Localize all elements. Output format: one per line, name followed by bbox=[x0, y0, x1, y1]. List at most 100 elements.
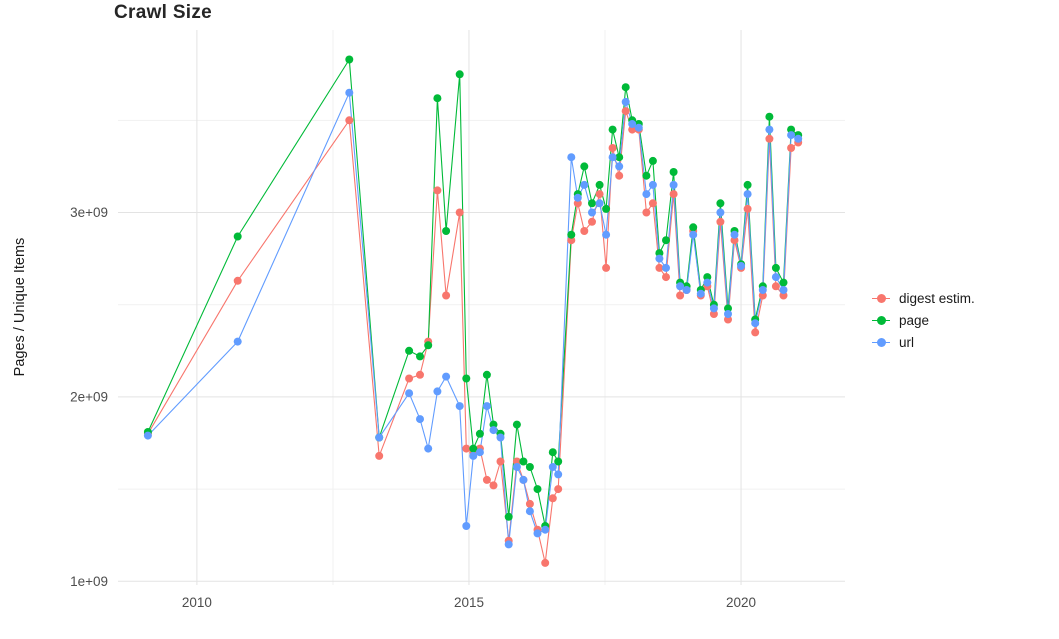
data-point-page bbox=[588, 199, 596, 208]
data-point-digest-estim bbox=[525, 499, 534, 508]
data-point-digest-estim bbox=[628, 125, 637, 134]
data-point-url bbox=[716, 208, 725, 217]
data-point-digest-estim bbox=[771, 282, 780, 291]
data-point-page bbox=[533, 485, 542, 494]
data-point-page bbox=[548, 448, 557, 457]
data-point-digest-estim bbox=[608, 144, 617, 152]
data-point-url bbox=[779, 286, 788, 294]
data-point-url bbox=[588, 208, 596, 217]
data-point-page bbox=[580, 162, 589, 171]
legend-key-digest-estim bbox=[872, 291, 890, 305]
data-point-digest-estim bbox=[648, 199, 657, 208]
data-point-page bbox=[519, 457, 528, 466]
data-point-page bbox=[567, 230, 576, 239]
data-point-page bbox=[655, 249, 664, 258]
data-point-url bbox=[580, 180, 589, 189]
data-point-digest-estim bbox=[433, 186, 442, 195]
data-point-page bbox=[669, 168, 678, 176]
data-point-digest-estim bbox=[655, 263, 664, 272]
legend-key-page bbox=[872, 313, 890, 327]
data-point-url bbox=[696, 289, 705, 298]
data-point-page bbox=[489, 420, 498, 429]
data-point-url bbox=[602, 230, 611, 239]
data-point-url bbox=[662, 263, 670, 272]
data-point-page bbox=[703, 273, 712, 282]
legend-item-page: page bbox=[872, 309, 975, 331]
data-point-url bbox=[709, 304, 718, 313]
data-point-page bbox=[716, 199, 725, 208]
data-point-digest-estim bbox=[233, 276, 242, 285]
series-line-url bbox=[147, 92, 799, 545]
data-point-url bbox=[433, 387, 442, 396]
x-tick-label: 2015 bbox=[454, 595, 484, 610]
data-point-page bbox=[608, 125, 617, 134]
data-point-page bbox=[512, 420, 521, 429]
data-point-digest-estim bbox=[730, 236, 739, 245]
data-point-url bbox=[469, 451, 478, 460]
data-point-digest-estim bbox=[580, 227, 589, 235]
data-point-digest-estim bbox=[512, 457, 521, 466]
data-point-digest-estim bbox=[482, 475, 491, 484]
data-point-url bbox=[475, 448, 484, 457]
data-point-url bbox=[482, 402, 491, 411]
data-point-url bbox=[489, 426, 498, 435]
data-point-url bbox=[504, 540, 513, 549]
series-points-digest-estim bbox=[143, 107, 803, 567]
data-point-page bbox=[504, 512, 513, 521]
data-point-url bbox=[608, 153, 617, 162]
data-point-url bbox=[787, 131, 796, 140]
data-point-url bbox=[573, 193, 582, 202]
series-points-url bbox=[143, 88, 803, 549]
data-point-url bbox=[554, 470, 563, 479]
data-point-url bbox=[689, 230, 698, 239]
data-point-digest-estim bbox=[724, 315, 732, 324]
data-point-url bbox=[345, 88, 354, 97]
data-point-url bbox=[533, 529, 542, 538]
data-point-page bbox=[743, 180, 752, 189]
legend-label-page: page bbox=[899, 312, 930, 328]
data-point-url bbox=[143, 431, 152, 440]
data-point-url bbox=[771, 273, 780, 282]
data-point-digest-estim bbox=[751, 328, 760, 337]
legend-label-digest-estim: digest estim. bbox=[899, 290, 975, 306]
data-point-digest-estim bbox=[345, 116, 354, 125]
data-point-page bbox=[662, 236, 670, 245]
data-point-digest-estim bbox=[375, 451, 384, 460]
data-point-page bbox=[648, 156, 657, 165]
data-point-page bbox=[787, 125, 796, 134]
data-point-url bbox=[765, 125, 774, 134]
data-point-digest-estim bbox=[716, 217, 725, 226]
data-point-url bbox=[405, 389, 414, 398]
data-point-digest-estim bbox=[662, 273, 670, 282]
legend-label-url: url bbox=[899, 334, 915, 350]
x-tick-label: 2010 bbox=[182, 595, 212, 610]
data-point-url bbox=[737, 262, 746, 270]
legend-dot-swatch bbox=[876, 337, 886, 347]
data-point-digest-estim bbox=[602, 263, 611, 272]
data-point-url bbox=[758, 286, 767, 294]
data-point-url bbox=[621, 97, 630, 106]
data-point-url bbox=[615, 162, 624, 171]
data-point-url bbox=[628, 120, 637, 128]
data-point-digest-estim bbox=[462, 444, 471, 453]
y-tick-label: 2e+09 bbox=[70, 389, 108, 404]
data-point-digest-estim bbox=[496, 457, 505, 466]
data-point-digest-estim bbox=[615, 171, 624, 180]
chart-title: Crawl Size bbox=[114, 2, 213, 23]
data-point-url bbox=[496, 433, 505, 442]
legend-item-url: url bbox=[872, 331, 975, 353]
data-point-page bbox=[405, 346, 414, 355]
data-point-page bbox=[462, 374, 471, 383]
data-point-url bbox=[416, 415, 424, 424]
legend: digest estim. page url bbox=[872, 287, 975, 353]
data-point-url bbox=[751, 319, 760, 328]
data-point-page bbox=[554, 457, 563, 466]
data-point-page bbox=[475, 429, 484, 438]
data-point-digest-estim bbox=[669, 190, 678, 199]
data-point-page bbox=[765, 112, 774, 121]
data-point-digest-estim bbox=[787, 144, 796, 152]
data-point-digest-estim bbox=[758, 291, 767, 300]
data-point-url bbox=[655, 254, 664, 263]
data-point-page bbox=[642, 171, 651, 180]
